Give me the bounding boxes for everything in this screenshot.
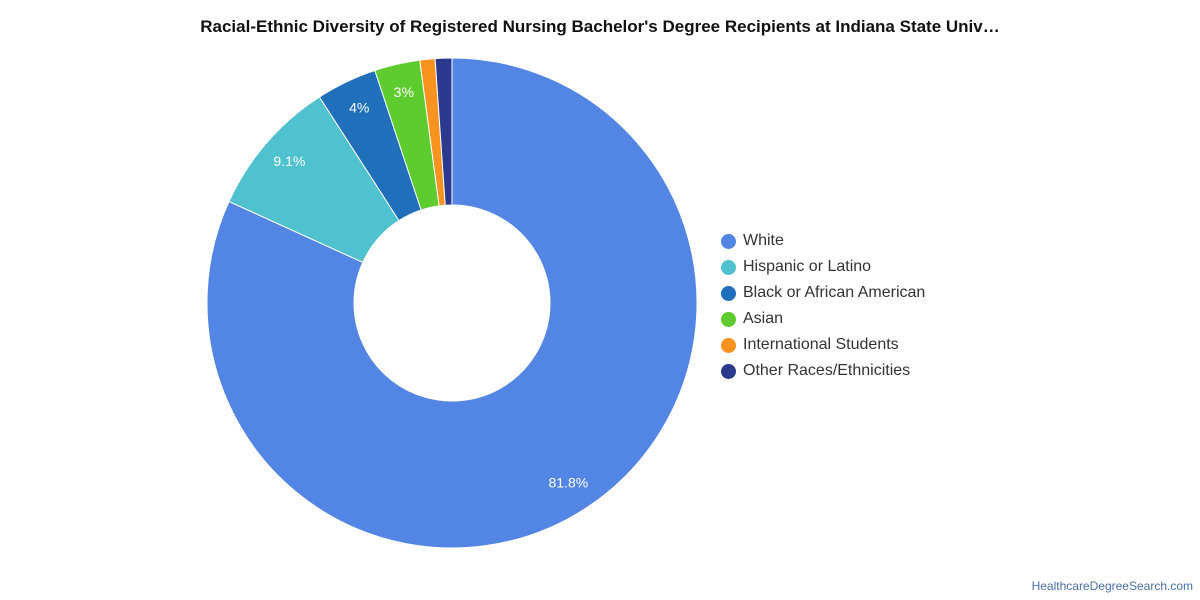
legend-item-black-or-african-american[interactable]: Black or African American — [721, 280, 925, 306]
legend-label: Other Races/Ethnicities — [743, 362, 911, 379]
legend: White Hispanic or Latino Black or African … — [721, 228, 925, 384]
legend-label: Asian — [743, 310, 784, 327]
legend-swatch — [721, 311, 736, 327]
data-labels-group: 81.8% 9.1% 4% 3% — [273, 84, 588, 490]
legend-label: Black or African American — [743, 284, 926, 301]
slice-other-races-ethnicities[interactable] — [434, 57, 453, 206]
legend-label: Hispanic or Latino — [743, 258, 872, 275]
legend-swatch — [721, 285, 736, 301]
legend-item-other-races-ethnicities[interactable]: Other Races/Ethnicities — [721, 358, 925, 384]
source-credit[interactable]: HealthcareDegreeSearch.com — [1031, 579, 1193, 593]
legend-item-asian[interactable]: Asian — [721, 306, 925, 332]
legend-swatch — [721, 233, 736, 249]
data-label-asian: 3% — [394, 84, 414, 100]
chart-title: Racial-Ethnic Diversity of Registered Nu… — [200, 17, 1000, 36]
legend-item-hispanic-or-latino[interactable]: Hispanic or Latino — [721, 254, 925, 280]
legend-swatch — [721, 337, 736, 353]
legend-swatch — [721, 363, 736, 379]
slices-group — [206, 57, 698, 549]
legend-label: White — [743, 232, 784, 249]
data-label-black-or-african-american: 4% — [349, 100, 369, 116]
legend-label: International Students — [743, 336, 899, 353]
legend-item-white[interactable]: White — [721, 228, 925, 254]
legend-item-international-students[interactable]: International Students — [721, 332, 925, 358]
data-label-white: 81.8% — [548, 475, 588, 491]
legend-swatch — [721, 259, 736, 275]
data-label-hispanic-or-latino: 9.1% — [273, 153, 305, 169]
slice-white[interactable] — [206, 57, 698, 549]
